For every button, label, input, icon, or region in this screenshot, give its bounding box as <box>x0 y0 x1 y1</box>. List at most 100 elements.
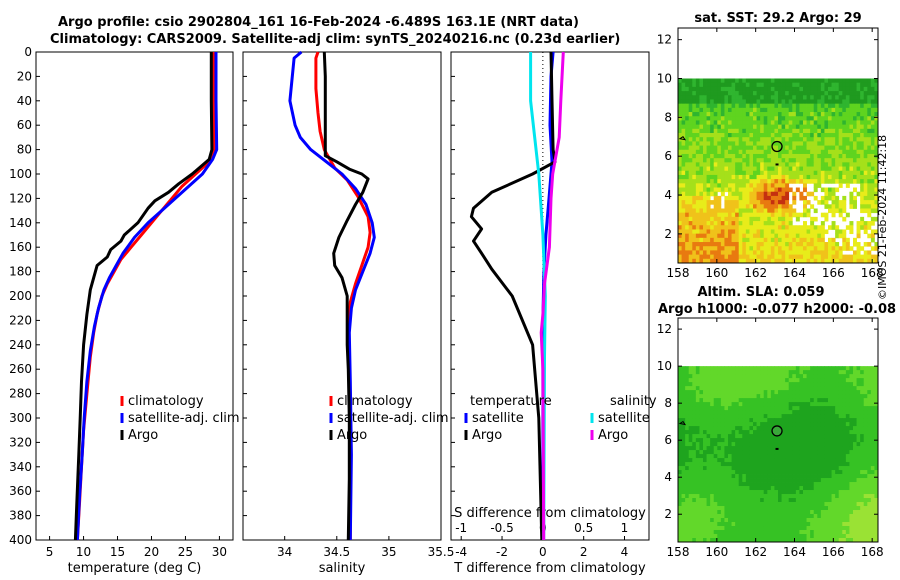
map-cell <box>824 254 829 260</box>
map-cell <box>688 422 693 427</box>
map-cell <box>724 242 729 247</box>
map-cell <box>860 422 865 427</box>
map-cell <box>699 446 704 451</box>
map-cell <box>828 95 832 100</box>
map-cell <box>760 442 765 447</box>
map-cell <box>745 82 750 88</box>
map-cell <box>774 458 779 463</box>
map-cell <box>860 124 865 130</box>
map-cell <box>685 250 690 256</box>
map-cell <box>706 78 711 84</box>
map-cell <box>770 490 775 495</box>
map-cell <box>735 502 740 507</box>
map-cell <box>688 426 693 431</box>
map-cell <box>728 216 732 222</box>
map-cell <box>749 91 754 96</box>
map-cell <box>756 450 761 455</box>
map-cell <box>717 166 722 172</box>
map-cell <box>870 374 875 379</box>
map-cell <box>842 382 847 387</box>
map-cell <box>695 158 700 163</box>
map-cell <box>774 442 779 447</box>
map-cell <box>703 474 707 479</box>
map-cell <box>867 406 872 411</box>
map-cell <box>706 242 711 247</box>
map-cell <box>795 103 800 109</box>
map-cell <box>767 482 772 487</box>
map-cell <box>785 526 790 531</box>
map-cell <box>842 474 847 479</box>
map-cell <box>831 124 836 130</box>
map-cell <box>720 112 725 117</box>
map-cell <box>731 382 736 387</box>
map-cell <box>763 498 768 503</box>
map-cell <box>742 466 747 471</box>
map-cell <box>745 490 750 495</box>
map-cell <box>835 518 840 523</box>
map-cell <box>692 446 697 451</box>
map-cell <box>685 478 690 483</box>
map-cell <box>778 246 782 251</box>
map-cell <box>835 103 840 109</box>
map-cell <box>774 494 779 499</box>
map-cell <box>831 174 836 180</box>
map-cell <box>842 370 847 375</box>
map-cell <box>735 153 740 159</box>
map-cell <box>678 158 682 163</box>
map-cell <box>853 446 857 451</box>
map-cell <box>753 254 757 260</box>
map-cell <box>842 530 847 535</box>
map-cell <box>842 103 847 109</box>
map-cell <box>749 458 754 463</box>
map-cell <box>710 382 715 387</box>
map-cell <box>688 179 693 184</box>
map-cell <box>853 103 857 109</box>
map-cell <box>838 486 843 491</box>
map-cell <box>870 506 875 511</box>
map-cell <box>749 242 754 247</box>
map-cell <box>703 394 707 399</box>
x-tick-label: 166 <box>822 266 845 280</box>
map-cell <box>763 225 768 230</box>
map-cell <box>795 250 800 256</box>
map-cell <box>735 212 740 218</box>
map-cell <box>713 153 718 159</box>
map-cell <box>792 482 797 487</box>
map-cell <box>706 124 711 130</box>
map-cell <box>685 208 690 214</box>
map-cell <box>753 474 757 479</box>
map-cell <box>756 174 761 180</box>
map-cell <box>795 462 800 467</box>
map-cell <box>681 221 686 226</box>
map-cell <box>728 221 732 226</box>
map-cell <box>685 518 690 523</box>
map-cell <box>810 174 815 180</box>
map-cell <box>738 502 743 507</box>
map-cell <box>713 254 718 260</box>
map-cell <box>728 166 732 172</box>
map-cell <box>767 128 772 134</box>
map-cell <box>753 522 757 527</box>
map-cell <box>735 91 740 96</box>
map-cell <box>788 462 793 467</box>
map-cell <box>820 402 825 407</box>
map-cell <box>703 486 707 491</box>
map-cell <box>685 474 690 479</box>
map-cell <box>806 490 811 495</box>
map-cell <box>681 233 686 239</box>
map-cell <box>867 116 872 121</box>
map-cell <box>753 229 757 235</box>
map-cell <box>867 498 872 503</box>
map-cell <box>688 486 693 491</box>
map-cell <box>713 174 718 180</box>
map-cell <box>863 370 868 375</box>
map-cell <box>713 124 718 130</box>
x-tick-label: 160 <box>705 266 728 280</box>
map-cell <box>717 116 722 121</box>
map-cell <box>803 233 807 239</box>
map-cell <box>713 107 718 113</box>
map-cell <box>831 474 836 479</box>
map-cell <box>749 470 754 475</box>
map-cell <box>728 494 732 499</box>
map-cell <box>845 103 850 109</box>
